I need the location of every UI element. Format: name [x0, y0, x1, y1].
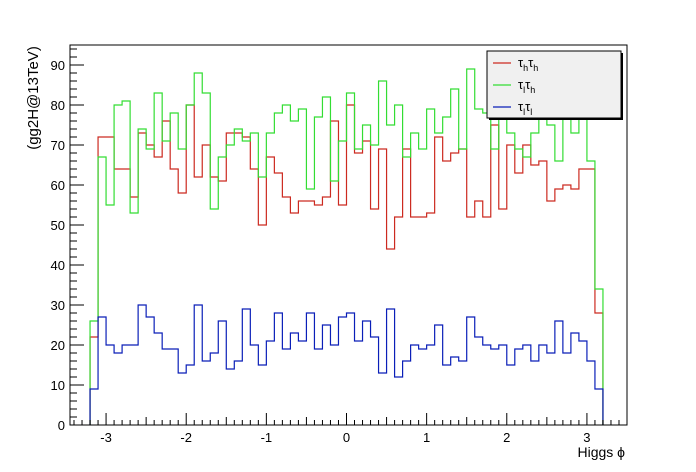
x-axis: -3 -2 -1 0 1 2 3 — [73, 413, 628, 445]
x-tick-label: -2 — [180, 430, 192, 445]
legend: τhτh τlτh τlτl — [486, 50, 623, 120]
legend-label-2: τlτl — [518, 99, 532, 117]
x-axis-title: Higgs ϕ — [577, 444, 625, 460]
x-tick-label: -3 — [100, 430, 112, 445]
y-tick-label: 50 — [51, 218, 65, 233]
x-tick-label: 1 — [423, 430, 430, 445]
x-tick-label: 0 — [343, 430, 350, 445]
y-tick-label: 10 — [51, 378, 65, 393]
y-tick-label: 90 — [51, 58, 65, 73]
x-tick-label: 3 — [583, 430, 590, 445]
legend-label-0: τhτh — [518, 55, 538, 73]
y-axis-title: (gg2H@13TeV) — [25, 46, 42, 150]
y-tick-label: 80 — [51, 98, 65, 113]
y-axis: 0 10 20 30 40 50 60 70 80 90 — [51, 48, 84, 433]
y-tick-label: 60 — [51, 178, 65, 193]
legend-label-1: τlτh — [518, 77, 535, 95]
plot-frame — [69, 44, 628, 426]
series-line-1 — [89, 68, 604, 425]
series-layer — [89, 68, 604, 425]
y-tick-label: 30 — [51, 298, 65, 313]
y-tick-label: 70 — [51, 138, 65, 153]
y-tick-label: 0 — [58, 418, 65, 433]
y-tick-label: 40 — [51, 258, 65, 273]
x-tick-label: 2 — [503, 430, 510, 445]
x-tick-label: -1 — [261, 430, 273, 445]
series-line-0 — [89, 104, 604, 425]
y-tick-label: 20 — [51, 338, 65, 353]
series-line-2 — [89, 304, 604, 425]
